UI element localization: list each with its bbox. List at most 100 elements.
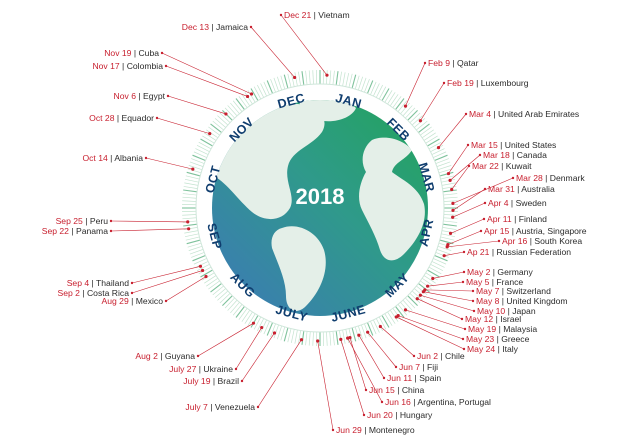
- event-date: Mar 18: [483, 150, 510, 160]
- ring-tick: [204, 132, 217, 141]
- ring-tick: [373, 83, 380, 97]
- event-labels: Dec 21 | Vietnam Dec 13 | Jamaica Nov 19 |…: [42, 10, 587, 435]
- event-date: May 8: [476, 296, 500, 306]
- ring-tick: [440, 175, 455, 180]
- separator: |: [131, 48, 138, 58]
- leader-line: [380, 326, 415, 357]
- separator: |: [420, 362, 427, 372]
- ring-tick: [357, 76, 363, 91]
- event-country: Kuwait: [506, 161, 532, 171]
- event-country: United Kingdom: [506, 296, 567, 306]
- ring-tick: [287, 73, 292, 88]
- event-marker: [245, 94, 250, 99]
- ring-tick: [241, 309, 251, 322]
- ring-tick: [222, 295, 233, 306]
- event-label: Dec 21 | Vietnam: [284, 10, 350, 20]
- ring-tick: [208, 126, 220, 136]
- event-label: Sep 4 | Thailand: [67, 278, 130, 288]
- ring-tick: [250, 88, 259, 101]
- event-country: Qatar: [457, 58, 479, 68]
- event-label: May 8 | United Kingdom: [476, 296, 568, 306]
- leader-line: [423, 291, 474, 302]
- ring-tick: [191, 252, 205, 258]
- leader-line: [452, 202, 486, 218]
- ring-tick: [183, 227, 198, 230]
- label-dot: [279, 13, 283, 17]
- event-country: Canada: [517, 150, 547, 160]
- ring-tick: [186, 171, 201, 177]
- leader-line: [451, 165, 470, 190]
- event-country: Switzerland: [506, 286, 551, 296]
- event-label: May 7 | Switzerland: [476, 286, 551, 296]
- event-country: Sweden: [516, 198, 547, 208]
- ring-tick: [397, 100, 408, 112]
- separator: |: [450, 58, 457, 68]
- ring-tick: [273, 77, 279, 92]
- ring-tick: [186, 239, 201, 245]
- ring-tick: [411, 115, 423, 126]
- ring-tick: [389, 94, 399, 107]
- ring-tick: [238, 308, 248, 320]
- ring-tick: [230, 302, 240, 314]
- ring-tick: [425, 272, 438, 281]
- label-dot: [380, 400, 384, 404]
- separator: |: [89, 278, 96, 288]
- event-marker: [396, 313, 400, 318]
- event-marker: [436, 146, 441, 150]
- label-dot: [462, 347, 466, 351]
- ring-tick: [290, 329, 295, 344]
- event-date: Jun 20: [367, 410, 393, 420]
- event-date: Mar 22: [472, 161, 499, 171]
- leader-line: [448, 144, 469, 174]
- event-marker: [442, 254, 446, 258]
- ring-tick: [224, 107, 235, 119]
- separator: |: [494, 334, 501, 344]
- ring-tick: [335, 71, 339, 86]
- separator: |: [509, 226, 516, 236]
- event-marker: [450, 187, 454, 192]
- event-marker: [186, 220, 190, 224]
- ring-tick: [392, 96, 402, 108]
- event-date: Nov 19: [104, 48, 131, 58]
- label-dot: [511, 176, 515, 180]
- ring-tick: [219, 112, 231, 123]
- separator: |: [499, 296, 506, 306]
- ring-tick: [433, 151, 447, 158]
- label-dot: [394, 365, 398, 369]
- ring-tick: [395, 98, 405, 110]
- ring-tick: [366, 322, 374, 336]
- event-label: Sep 2 | Costa Rica: [57, 288, 129, 298]
- event-country: Italy: [502, 344, 518, 354]
- ring-tick: [443, 193, 458, 196]
- separator: |: [438, 351, 445, 361]
- europe-africa-shape: [359, 137, 425, 261]
- event-date: Sep 4: [67, 278, 90, 288]
- event-marker: [204, 274, 208, 279]
- leader-line: [110, 228, 189, 232]
- separator: |: [490, 267, 497, 277]
- ring-tick: [421, 129, 434, 139]
- event-label: May 2 | Germany: [467, 267, 533, 277]
- ring-tick: [200, 269, 213, 278]
- leader-line: [450, 218, 485, 234]
- event-marker: [451, 201, 455, 205]
- ring-tick: [210, 123, 222, 133]
- year-label: 2018: [296, 184, 345, 209]
- ring-tick: [443, 200, 458, 202]
- separator: |: [311, 10, 318, 20]
- event-label: July 7 | Venezuela: [185, 402, 255, 412]
- event-country: China: [402, 385, 425, 395]
- ring-tick: [266, 322, 274, 336]
- label-dot: [442, 81, 446, 85]
- ring-tick: [441, 233, 456, 238]
- ring-tick: [193, 151, 207, 158]
- label-dot: [497, 239, 501, 243]
- ring-tick: [407, 295, 418, 306]
- event-country: Australia: [521, 184, 555, 194]
- ring-tick: [351, 74, 357, 89]
- ring-tick: [329, 331, 332, 346]
- leader-line: [438, 113, 467, 148]
- ring-tick: [342, 72, 346, 87]
- ring-tick: [189, 249, 204, 255]
- ring-tick: [214, 288, 226, 298]
